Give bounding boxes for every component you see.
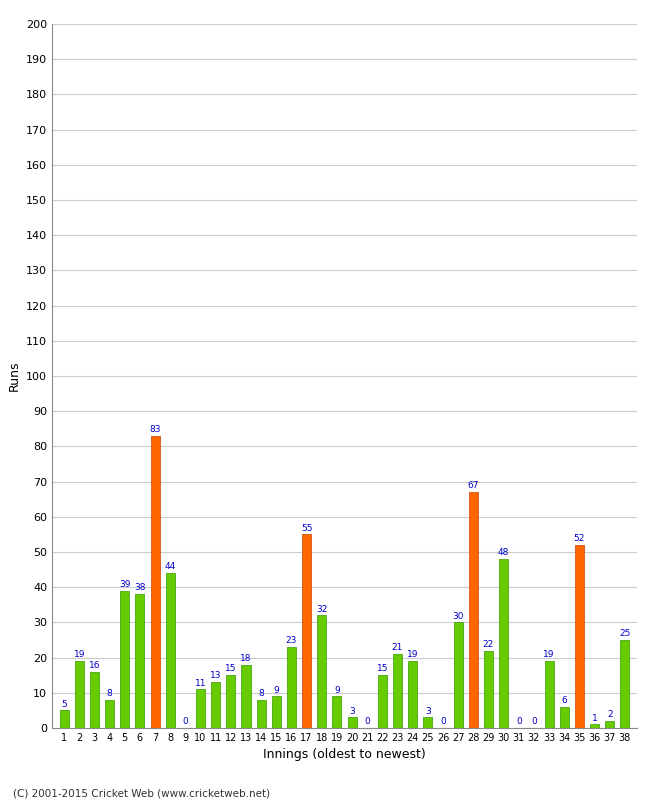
Bar [226,675,235,728]
Text: 39: 39 [119,580,131,589]
Text: 21: 21 [392,643,403,652]
Text: 3: 3 [349,706,355,716]
Text: 52: 52 [574,534,585,543]
Bar [151,436,160,728]
Bar [605,721,614,728]
Bar [560,707,569,728]
Bar [332,696,341,728]
Text: 38: 38 [134,583,146,593]
Text: 30: 30 [452,612,464,621]
Bar [590,725,599,728]
Y-axis label: Runs: Runs [7,361,20,391]
Text: 5: 5 [61,700,67,709]
Text: 0: 0 [440,718,446,726]
Text: 83: 83 [150,425,161,434]
Text: 48: 48 [498,548,510,558]
Bar [60,710,69,728]
Bar [257,700,266,728]
Text: 18: 18 [240,654,252,663]
Bar [302,534,311,728]
Text: 6: 6 [562,696,567,705]
Text: 8: 8 [107,689,112,698]
X-axis label: Innings (oldest to newest): Innings (oldest to newest) [263,749,426,762]
Text: 15: 15 [225,665,237,674]
Text: 19: 19 [407,650,419,659]
Bar [90,672,99,728]
Bar [166,573,175,728]
Text: 0: 0 [365,718,370,726]
Text: 32: 32 [316,605,328,614]
Bar [75,661,84,728]
Text: 0: 0 [531,718,537,726]
Bar [241,665,250,728]
Text: 23: 23 [286,636,297,646]
Bar [287,647,296,728]
Text: 11: 11 [195,678,206,687]
Bar [408,661,417,728]
Bar [196,690,205,728]
Bar [393,654,402,728]
Text: (C) 2001-2015 Cricket Web (www.cricketweb.net): (C) 2001-2015 Cricket Web (www.cricketwe… [13,788,270,798]
Bar [484,650,493,728]
Text: 22: 22 [483,640,494,649]
Text: 19: 19 [543,650,555,659]
Text: 15: 15 [376,665,388,674]
Bar [135,594,144,728]
Text: 0: 0 [183,718,188,726]
Text: 9: 9 [334,686,340,694]
Bar [378,675,387,728]
Bar [211,682,220,728]
Text: 44: 44 [164,562,176,571]
Bar [317,615,326,728]
Bar [423,718,432,728]
Text: 25: 25 [619,630,630,638]
Bar [120,590,129,728]
Text: 2: 2 [607,710,612,719]
Bar [499,559,508,728]
Bar [469,492,478,728]
Text: 55: 55 [301,524,313,533]
Bar [272,696,281,728]
Text: 19: 19 [73,650,85,659]
Bar [454,622,463,728]
Bar [575,545,584,728]
Text: 13: 13 [210,671,222,681]
Text: 67: 67 [467,482,479,490]
Text: 16: 16 [88,661,100,670]
Text: 3: 3 [425,706,431,716]
Text: 1: 1 [592,714,597,722]
Text: 9: 9 [274,686,280,694]
Text: 0: 0 [516,718,522,726]
Text: 8: 8 [258,689,264,698]
Bar [105,700,114,728]
Bar [545,661,554,728]
Bar [348,718,357,728]
Bar [620,640,629,728]
